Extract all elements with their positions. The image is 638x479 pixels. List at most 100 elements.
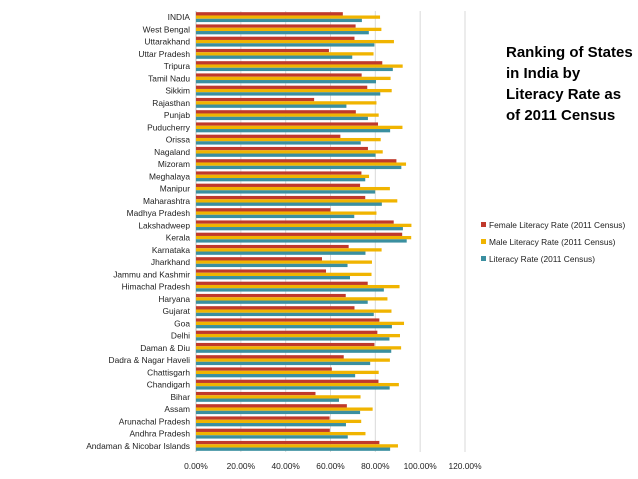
- bar-male: [196, 137, 381, 142]
- bar-total: [196, 190, 376, 194]
- bar-total: [196, 141, 361, 145]
- bar-female: [196, 416, 330, 420]
- legend-item-male: Male Literacy Rate (2011 Census): [481, 233, 625, 250]
- bar-female: [196, 269, 327, 273]
- bar-total: [196, 276, 351, 280]
- category-label: Andhra Pradesh: [129, 429, 190, 439]
- legend-swatch-female: [481, 222, 486, 227]
- bar-female: [196, 318, 380, 322]
- bar-female: [196, 342, 375, 347]
- legend-swatch-total: [481, 256, 486, 261]
- bar-male: [196, 358, 390, 362]
- bar-total: [196, 104, 347, 108]
- category-label: Nagaland: [154, 147, 190, 157]
- bar-female: [196, 293, 346, 298]
- bar-total: [196, 116, 368, 121]
- bar-total: [196, 349, 392, 353]
- legend-label-total: Literacy Rate (2011 Census): [489, 253, 595, 264]
- bar-total: [196, 423, 346, 427]
- x-tick-label: 100.00%: [404, 461, 438, 471]
- legend-swatch-male: [481, 239, 486, 244]
- bar-male: [196, 248, 382, 252]
- bar-total: [196, 67, 393, 72]
- bar-female: [196, 330, 378, 334]
- bar-female: [196, 85, 368, 89]
- bar-male: [196, 39, 394, 44]
- bar-male: [196, 284, 400, 289]
- bar-total: [196, 227, 403, 231]
- bar-female: [196, 281, 368, 285]
- category-label: Jammu and Kashmir: [113, 269, 190, 279]
- bar-total: [196, 129, 391, 133]
- bar-total: [196, 447, 391, 451]
- chart-title: Ranking of States in India by Literacy R…: [506, 44, 633, 124]
- bar-female: [196, 208, 331, 212]
- bars: [196, 12, 412, 451]
- x-tick-label: 0.00%: [184, 461, 208, 471]
- bar-male: [196, 199, 398, 203]
- bar-female: [196, 306, 355, 310]
- bar-female: [196, 48, 329, 53]
- bar-female: [196, 440, 380, 445]
- bar-male: [196, 333, 400, 338]
- bar-total: [196, 251, 366, 255]
- bar-female: [196, 379, 379, 383]
- bar-female: [196, 183, 361, 187]
- bar-female: [196, 134, 341, 138]
- category-label: Lakshadweep: [138, 220, 190, 230]
- x-tick-label: 80.00%: [361, 461, 390, 471]
- bar-total: [196, 239, 407, 243]
- category-label: Uttar Pradesh: [138, 49, 190, 59]
- bar-female: [196, 159, 397, 163]
- bar-female: [196, 220, 394, 224]
- category-label: Arunachal Pradesh: [119, 416, 191, 426]
- bar-total: [196, 31, 369, 35]
- x-tick-label: 120.00%: [448, 461, 482, 471]
- bar-female: [196, 36, 355, 40]
- bar-female: [196, 12, 343, 16]
- bar-total: [196, 312, 374, 317]
- legend-label-male: Male Literacy Rate (2011 Census): [489, 236, 616, 247]
- category-label: Orissa: [166, 135, 191, 145]
- legend: Female Literacy Rate (2011 Census) Male …: [481, 216, 625, 267]
- category-label: Uttarakhand: [144, 37, 190, 47]
- category-label: Meghalaya: [149, 171, 190, 181]
- category-label: Chandigarh: [147, 380, 191, 390]
- legend-label-female: Female Literacy Rate (2011 Census): [489, 219, 626, 230]
- x-tick-labels: 0.00% 20.00% 40.00% 60.00% 80.00% 100.00% 120.…: [184, 461, 482, 471]
- bar-female: [196, 257, 322, 261]
- bar-total: [196, 202, 382, 206]
- bar-male: [196, 431, 366, 436]
- bar-female: [196, 122, 379, 126]
- category-label: Delhi: [171, 331, 190, 341]
- bar-female: [196, 146, 368, 151]
- bar-male: [196, 15, 381, 19]
- bar-male: [196, 186, 390, 191]
- bar-male: [196, 113, 379, 117]
- x-tick-label: 60.00%: [316, 461, 345, 471]
- bar-total: [196, 18, 362, 23]
- bar-male: [196, 346, 402, 350]
- bar-total: [196, 92, 381, 96]
- category-label: West Bengal: [143, 24, 190, 34]
- category-label: Assam: [164, 404, 190, 414]
- bar-male: [196, 235, 412, 240]
- gridlines: [195, 11, 466, 452]
- bar-total: [196, 263, 348, 268]
- category-label: Tripura: [164, 61, 191, 71]
- category-label: Rajasthan: [152, 98, 190, 108]
- category-label: Dadra & Nagar Haveli: [109, 355, 191, 365]
- category-label: Puducherry: [147, 122, 191, 132]
- bar-male: [196, 174, 370, 179]
- bar-total: [196, 80, 377, 84]
- bar-total: [196, 153, 376, 157]
- bar-male: [196, 223, 412, 228]
- category-label: Sikkim: [165, 86, 190, 96]
- bar-total: [196, 288, 384, 292]
- bar-male: [196, 444, 398, 448]
- bar-male: [196, 309, 392, 313]
- bar-female: [196, 244, 349, 249]
- bar-female: [196, 391, 316, 396]
- x-tick-label: 20.00%: [227, 461, 256, 471]
- category-label: Bihar: [170, 392, 190, 402]
